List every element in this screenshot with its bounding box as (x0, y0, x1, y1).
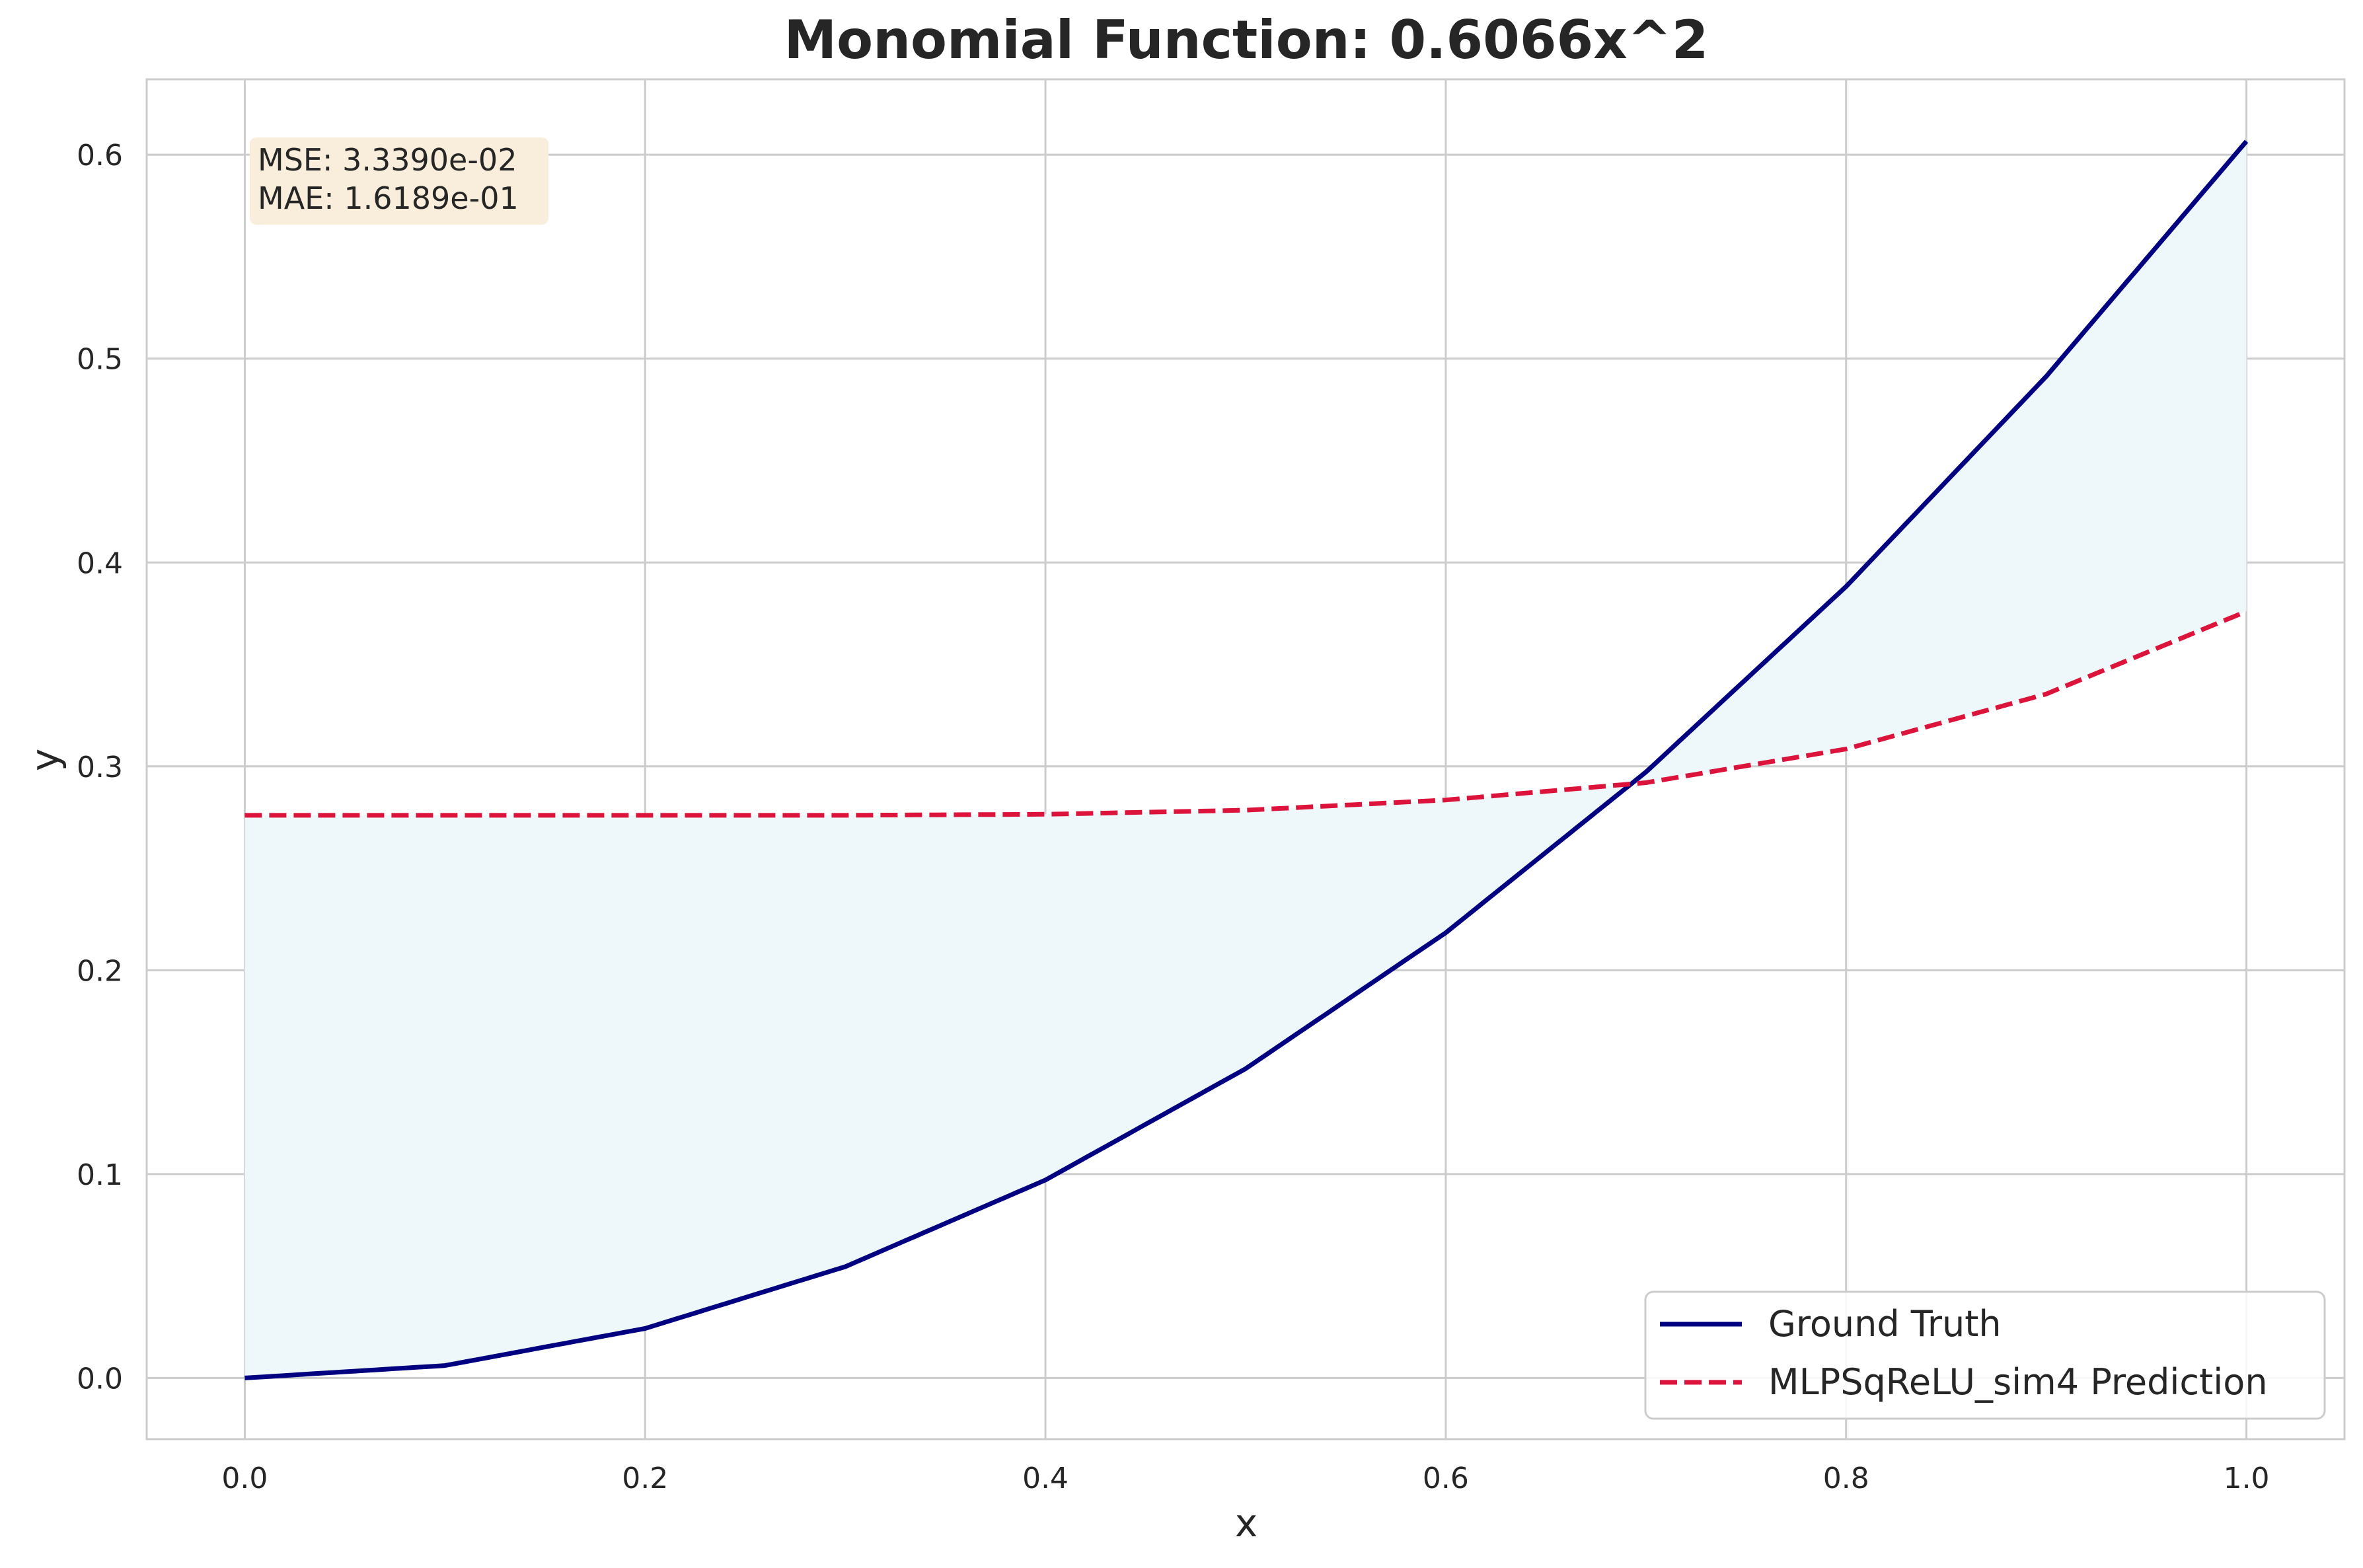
legend-box (1644, 1290, 2326, 1420)
y-tick-label: 0.5 (77, 343, 123, 377)
x-tick-labels: 0.0 0.2 0.4 0.6 0.8 1.0 (221, 1462, 2269, 1495)
y-tick-label: 0.2 (77, 954, 123, 988)
series-line-prediction (244, 609, 2247, 818)
y-tick-label: 0.4 (77, 546, 123, 580)
y-tick-label: 0.3 (77, 751, 123, 784)
stats-annotation-box (250, 137, 548, 225)
x-tick-label: 1.0 (2224, 1462, 2270, 1495)
series-line-ground-truth (244, 139, 2249, 1380)
fill-between-area (244, 141, 2247, 1378)
legend-label-prediction: MLPSqReLU_sim4 Prediction (1768, 1361, 2268, 1403)
mae-text: MAE: 1.6189e-01 (258, 180, 519, 216)
x-tick-label: 0.4 (1022, 1462, 1069, 1495)
x-tick-label: 0.6 (1423, 1462, 1469, 1495)
x-axis-label: x (1235, 1501, 1257, 1546)
stats-annotation: MSE: 3.3390e-02 MAE: 1.6189e-01 (250, 137, 548, 225)
y-tick-label: 0.0 (77, 1362, 123, 1396)
legend: Ground Truth MLPSqReLU_sim4 Prediction (1644, 1290, 2326, 1420)
x-tick-label: 0.0 (221, 1462, 268, 1495)
y-axis-label: y (22, 749, 67, 771)
y-tick-labels: 0.0 0.1 0.2 0.3 0.4 0.5 0.6 (77, 139, 123, 1396)
mse-text: MSE: 3.3390e-02 (258, 142, 517, 178)
chart-title: Monomial Function: 0.6066x^2 (784, 9, 1709, 71)
x-tick-label: 0.8 (1823, 1462, 1869, 1495)
legend-label-ground-truth: Ground Truth (1768, 1303, 2002, 1345)
y-tick-label: 0.6 (77, 139, 123, 172)
series-layer (244, 139, 2249, 1380)
x-tick-label: 0.2 (622, 1462, 668, 1495)
y-tick-label: 0.1 (77, 1158, 123, 1192)
